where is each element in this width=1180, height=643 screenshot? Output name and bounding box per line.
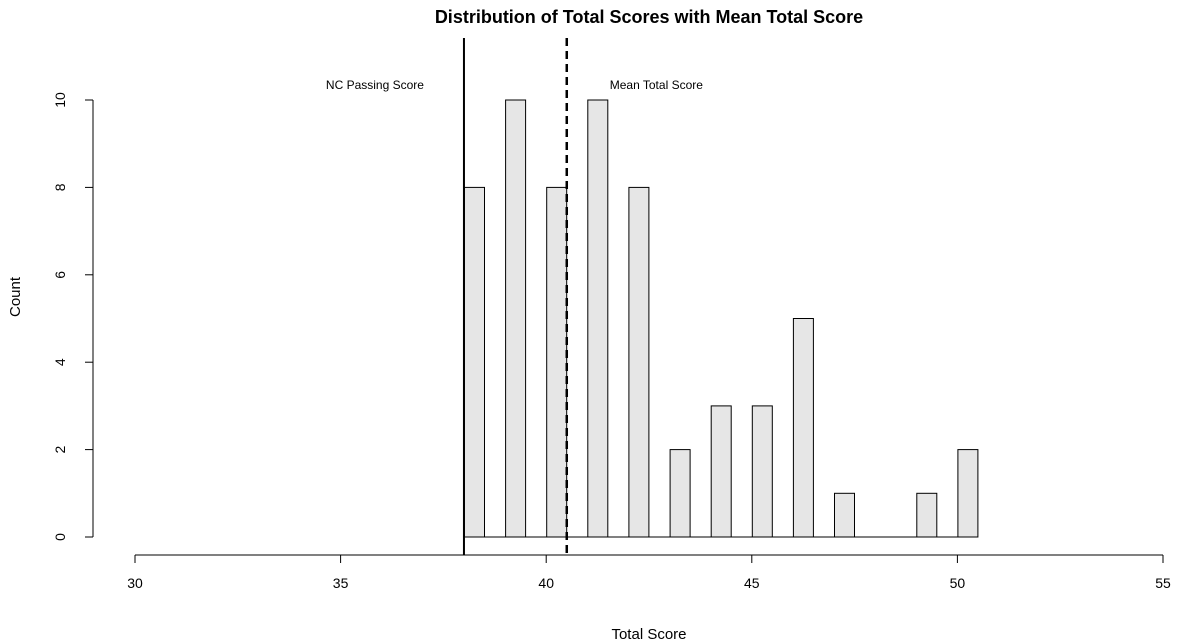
- bar-1: [505, 99, 527, 538]
- bar-3: [587, 99, 609, 538]
- bar-6: [710, 405, 732, 538]
- y-tick-label-1: 2: [52, 445, 68, 453]
- bar-7: [751, 405, 773, 538]
- bar-11: [957, 449, 979, 538]
- x-tick-label-0: 30: [127, 575, 143, 591]
- x-tick-label-3: 45: [744, 575, 760, 591]
- y-axis-label: Count: [7, 276, 24, 317]
- x-tick-label-2: 40: [538, 575, 554, 591]
- reference-lines: NC Passing Score Mean Total Score: [326, 38, 703, 555]
- bar-0: [464, 186, 485, 538]
- bar-10: [916, 492, 938, 538]
- y-tick-label-0: 0: [52, 533, 68, 541]
- y-tick-label-4: 8: [52, 183, 68, 191]
- x-tick-label-4: 50: [950, 575, 966, 591]
- y-axis: 0 2 4 6 8 10: [52, 92, 94, 541]
- bar-4: [628, 186, 650, 538]
- x-tick-label-5: 55: [1155, 575, 1171, 591]
- bars-group: [464, 99, 979, 538]
- mean-score-line-label: Mean Total Score: [610, 78, 703, 92]
- passing-score-line-label: NC Passing Score: [326, 78, 424, 92]
- bar-8: [792, 318, 814, 538]
- y-tick-label-3: 6: [52, 271, 68, 279]
- x-axis-label: Total Score: [611, 626, 686, 643]
- bar-9: [834, 492, 855, 538]
- bar-5: [669, 449, 691, 538]
- y-tick-label-5: 10: [52, 92, 68, 108]
- bar-2: [546, 186, 568, 538]
- x-tick-label-1: 35: [333, 575, 349, 591]
- x-axis: 30 35 40 45 50 55: [127, 554, 1171, 591]
- chart-title: Distribution of Total Scores with Mean T…: [435, 7, 863, 27]
- y-tick-label-2: 4: [52, 358, 68, 366]
